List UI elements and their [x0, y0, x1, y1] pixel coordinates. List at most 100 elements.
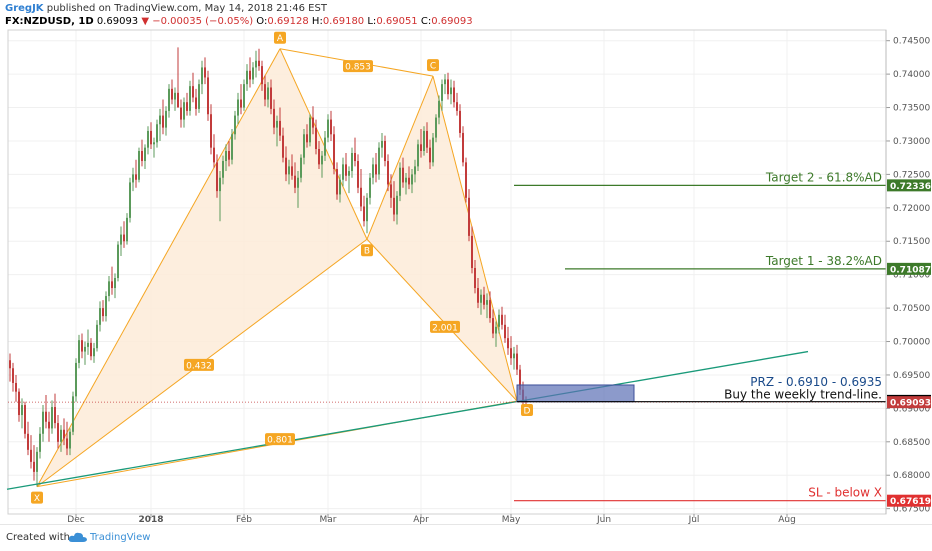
candle-body — [297, 177, 299, 188]
candle-body — [168, 88, 170, 111]
candle-body — [291, 166, 293, 176]
candle-body — [333, 134, 335, 170]
x-tick-label: Jul — [688, 515, 700, 524]
candle-body — [465, 162, 467, 198]
candle-body — [189, 86, 191, 111]
y-tick-label: 0.71500 — [893, 237, 930, 247]
ratio-badge — [430, 320, 460, 333]
candlestick-series — [9, 47, 527, 487]
candle-body — [315, 127, 317, 149]
candle-body — [459, 110, 461, 133]
candle-body — [81, 340, 83, 352]
candle-body — [312, 117, 314, 128]
candle-body — [462, 132, 464, 163]
published-info: published on TradingView.com, May 14, 20… — [46, 3, 327, 14]
candle-body — [9, 360, 11, 369]
candle-body — [60, 429, 62, 442]
x-tick-label: Jun — [596, 515, 611, 524]
candle-body — [483, 294, 485, 305]
candle-body — [18, 391, 20, 416]
y-tick-label: 0.70500 — [893, 304, 930, 314]
candle-body — [441, 84, 443, 101]
x-tick-label: Mar — [320, 515, 337, 524]
candle-body — [63, 429, 65, 439]
time-axis[interactable]: Dec 2018 Feb Mar Apr May Jun Jul Aug — [67, 514, 796, 524]
candle-body — [213, 147, 215, 163]
candle-body — [219, 177, 221, 192]
price-tag — [887, 494, 931, 507]
y-tick-label: 0.74000 — [893, 70, 930, 80]
candle-body — [24, 405, 26, 434]
ratio-label: 2.001 — [432, 323, 458, 333]
candle-body — [279, 120, 281, 136]
candle-body — [432, 137, 434, 163]
price-tag-label: 0.67619 — [890, 497, 931, 507]
y-tick-label: 0.73500 — [893, 104, 930, 114]
candle-body — [132, 174, 134, 183]
candle-body — [42, 411, 44, 434]
price-tag-label: 0.72336 — [890, 182, 931, 192]
point-label-b: B — [364, 247, 370, 257]
pattern-triangle-bcd — [367, 76, 517, 402]
candle-body — [351, 153, 353, 172]
candle-body — [12, 368, 14, 383]
candle-body — [66, 438, 68, 449]
candle-body — [165, 110, 167, 128]
candle-body — [240, 99, 242, 108]
candle-body — [45, 411, 47, 422]
close-label: C: — [420, 16, 432, 27]
candle-body — [324, 137, 326, 156]
candle-body — [87, 342, 89, 347]
candle-body — [249, 70, 251, 80]
candle-body — [378, 147, 380, 175]
candle-body — [183, 102, 185, 120]
y-tick-label: 0.70000 — [893, 338, 930, 348]
point-badge-x — [31, 491, 43, 504]
candle-body — [171, 88, 173, 100]
candle-body — [327, 119, 329, 138]
point-badge-c — [427, 59, 439, 72]
author-name[interactable]: GregJK — [5, 3, 44, 14]
level-label: SL - below X — [808, 486, 882, 500]
point-label-c: C — [430, 62, 436, 72]
candle-body — [135, 174, 137, 180]
candle-body — [180, 107, 182, 120]
candle-body — [114, 278, 116, 289]
tradingview-brand-link[interactable]: TradingView — [90, 532, 151, 543]
candle-body — [300, 157, 302, 178]
created-with-label: Created with — [6, 532, 70, 543]
candle-body — [516, 353, 518, 370]
high-label: H: — [311, 16, 323, 27]
candle-body — [237, 99, 239, 116]
candle-body — [294, 175, 296, 188]
y-tick-label: 0.69000 — [893, 404, 930, 414]
candle-body — [216, 162, 218, 192]
candle-body — [402, 167, 404, 183]
pattern-triangle-xab — [37, 48, 367, 487]
candle-body — [354, 153, 356, 162]
candle-body — [267, 87, 269, 100]
candle-body — [252, 67, 254, 80]
candle-body — [141, 151, 143, 162]
candle-body — [276, 120, 278, 128]
candle-body — [363, 206, 365, 222]
candle-body — [96, 324, 98, 349]
x-tick-label: 2018 — [138, 515, 163, 524]
last-price: 0.69093 — [96, 16, 139, 27]
candle-body — [510, 348, 512, 359]
candle-body — [210, 114, 212, 148]
candle-body — [75, 362, 77, 397]
x-tick-label: Aug — [778, 515, 796, 524]
candle-body — [246, 70, 248, 85]
candle-body — [21, 405, 23, 416]
candle-body — [498, 314, 500, 327]
tradingview-cloud-icon — [68, 532, 87, 542]
candle-body — [357, 161, 359, 188]
candle-body — [117, 244, 119, 279]
candle-body — [222, 161, 224, 178]
candle-body — [48, 421, 50, 429]
down-arrow-icon: ▼ — [141, 16, 150, 27]
candle-body — [336, 169, 338, 195]
price-axis[interactable]: 0.74500 0.74000 0.73500 0.73000 0.72500 0.720… — [885, 30, 931, 515]
